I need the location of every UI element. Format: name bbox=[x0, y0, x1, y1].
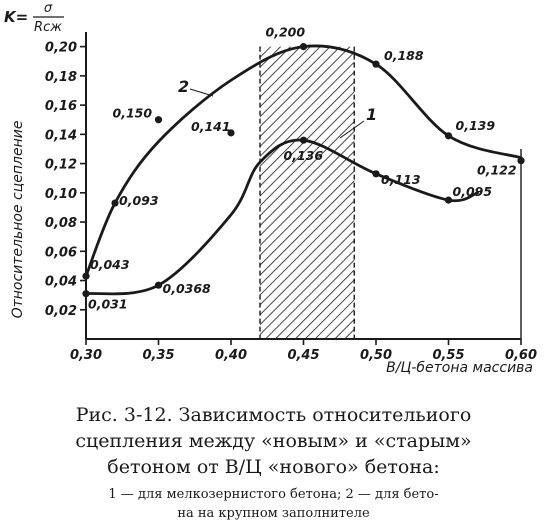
series-2-value-label: 0,093 bbox=[119, 193, 159, 208]
series-1-point bbox=[82, 290, 90, 298]
series-1-value-label: 0,136 bbox=[284, 148, 324, 163]
y-tick-label: 0,08 bbox=[45, 216, 77, 231]
series-2-point bbox=[111, 199, 119, 207]
x-tick-label: 0,35 bbox=[142, 348, 174, 363]
series-2-line bbox=[84, 44, 523, 278]
series-2-point bbox=[154, 116, 163, 124]
caption-note-1: 1 — для мелкозернистого бетона; 2 — для … bbox=[108, 487, 439, 502]
series-1-leader bbox=[339, 120, 365, 139]
series-2-leader bbox=[189, 88, 214, 97]
y-tick-label: 0,12 bbox=[45, 158, 77, 173]
series-2-point bbox=[82, 272, 90, 280]
series-2-point bbox=[372, 60, 380, 68]
y-tick-label: 0,14 bbox=[45, 128, 77, 143]
series-2-value-label: 0,150 bbox=[113, 106, 153, 121]
series-2-point bbox=[299, 43, 308, 51]
series-1-point bbox=[154, 281, 163, 289]
caption-line-1: Рис. 3-12. Зависимость относительиого bbox=[75, 404, 472, 426]
y-tick-label: 0,02 bbox=[45, 304, 77, 319]
series-1-point bbox=[444, 196, 453, 204]
caption-line-3: бетоном от В/Ц «нового» бетона: bbox=[107, 456, 440, 478]
caption-note-2: на на крупном заполнителе bbox=[177, 506, 370, 521]
y-tick-label: 0,16 bbox=[45, 99, 77, 114]
formula-numerator: σ bbox=[44, 1, 53, 16]
formula-lhs: K= bbox=[4, 8, 28, 26]
series-1-name: 1 bbox=[366, 105, 377, 124]
series-1-point bbox=[299, 136, 308, 144]
x-tick-label: 0,30 bbox=[70, 348, 102, 363]
formula-denominator: Rсж bbox=[34, 20, 62, 35]
x-tick-label: 0,50 bbox=[360, 348, 392, 363]
x-tick-label: 0,55 bbox=[432, 348, 464, 363]
series-1-point bbox=[372, 170, 380, 178]
x-axis-label: В/Ц-бетона массива bbox=[386, 360, 533, 376]
series-2-value-label: 0,122 bbox=[477, 163, 517, 178]
chart: 2 1 0,043 0,093 0,150 0,141 0,200 0,188 0,139 0,1… bbox=[4, 1, 537, 376]
series-1-line bbox=[84, 138, 479, 296]
series-2-value-label: 0,043 bbox=[90, 257, 130, 272]
x-tick-label: 0,40 bbox=[215, 348, 247, 363]
caption-line-2: сцепления между «новым» и «старым» bbox=[75, 430, 472, 452]
series-2-value-label: 0,139 bbox=[456, 118, 496, 133]
series-2-point bbox=[227, 129, 235, 137]
series-2-point bbox=[517, 157, 525, 165]
y-axis-label: Относительное сцепление bbox=[10, 121, 26, 319]
y-tick-label: 0,04 bbox=[45, 275, 77, 290]
series-2-value-label: 0,188 bbox=[384, 48, 424, 63]
series-2-name: 2 bbox=[178, 77, 189, 96]
x-tick-label: 0,45 bbox=[287, 348, 319, 363]
series-1-value-label: 0,095 bbox=[453, 184, 493, 199]
series-2-value-label: 0,141 bbox=[191, 119, 231, 134]
series-1-value-label: 0,031 bbox=[88, 297, 128, 312]
y-tick-label: 0,06 bbox=[45, 245, 77, 260]
y-tick-label: 0,10 bbox=[45, 187, 77, 202]
series-2-value-label: 0,200 bbox=[266, 25, 306, 40]
y-tick-label: 0,20 bbox=[45, 41, 77, 56]
x-tick-label: 0,60 bbox=[505, 348, 537, 363]
series-1-value-label: 0,0368 bbox=[163, 281, 212, 296]
series-2-point bbox=[444, 132, 453, 140]
hatched-band bbox=[260, 46, 355, 339]
y-tick-label: 0,18 bbox=[45, 70, 77, 85]
series-1-value-label: 0,113 bbox=[381, 172, 421, 187]
